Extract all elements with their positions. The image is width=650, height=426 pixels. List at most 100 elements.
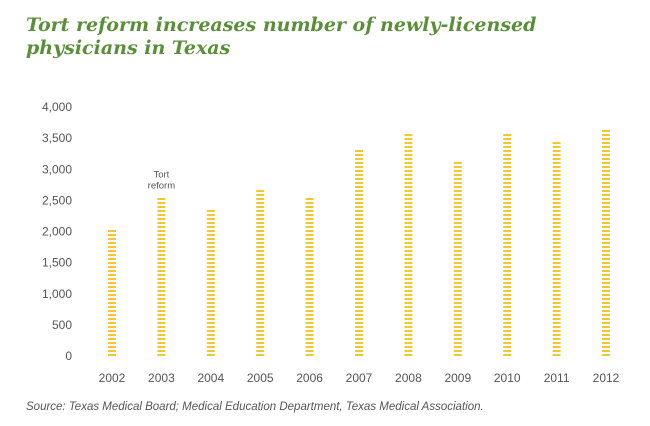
bar-segment	[503, 246, 512, 248]
bar-segment	[552, 310, 561, 312]
bar-segment	[602, 334, 610, 336]
bar-segment	[404, 326, 413, 328]
bar-segment	[355, 230, 363, 232]
bar-segment	[503, 342, 512, 344]
bar-segment	[602, 170, 610, 172]
bar-segment	[552, 270, 561, 272]
bar-segment	[256, 266, 265, 268]
bar-segment	[503, 146, 512, 148]
bar-segment	[305, 226, 314, 228]
bar-segment	[355, 302, 363, 304]
bar-segment	[206, 338, 215, 340]
bar-segment	[602, 338, 610, 340]
bar-segment	[157, 338, 166, 340]
bar-segment	[602, 274, 610, 276]
bar-segment	[157, 334, 166, 336]
bar-segment	[453, 218, 462, 220]
bar-segment	[256, 314, 265, 316]
bar-segment	[206, 266, 215, 268]
bar-segment	[404, 206, 413, 208]
bar-segment	[256, 234, 265, 236]
y-tick-label: 0	[65, 349, 72, 363]
bar-segment	[206, 330, 215, 332]
bar-segment	[602, 354, 610, 356]
bar-segment	[355, 246, 363, 248]
bar-segment	[256, 210, 265, 212]
bar-segment	[305, 246, 314, 248]
bar-segment	[602, 330, 610, 332]
bar-segment	[256, 198, 265, 200]
bar-segment	[256, 302, 265, 304]
bar-segment	[157, 330, 166, 332]
bar-segment	[404, 330, 413, 332]
bar-segment	[503, 230, 512, 232]
bar-segment	[552, 354, 561, 356]
bar-segment	[404, 338, 413, 340]
bar-segment	[355, 294, 363, 296]
bar-segment	[355, 158, 363, 160]
bar-segment	[602, 262, 610, 264]
bar-segment	[305, 198, 314, 200]
bar-segment	[206, 274, 215, 276]
bar-segment	[602, 134, 610, 136]
bar-segment	[552, 210, 561, 212]
bar-segment	[305, 222, 314, 224]
bar-segment	[157, 282, 166, 284]
bar-segment	[305, 306, 314, 308]
bar-segment	[108, 330, 116, 332]
bar-segment	[206, 326, 215, 328]
bar-segment	[404, 210, 413, 212]
bar-segment	[108, 306, 116, 308]
bar-segment	[602, 154, 610, 156]
bar-segment	[552, 174, 561, 176]
bar-segment	[552, 258, 561, 260]
bar-segment	[256, 258, 265, 260]
bar-segment	[453, 242, 462, 244]
bar-segment	[305, 286, 314, 288]
bar-segment	[552, 198, 561, 200]
bar-segment	[453, 342, 462, 344]
bar-segment	[453, 306, 462, 308]
bar-segment	[404, 294, 413, 296]
bar-segment	[404, 258, 413, 260]
bar-segment	[503, 326, 512, 328]
bar-segment	[503, 266, 512, 268]
bar-segment	[552, 330, 561, 332]
bar-segment	[602, 198, 610, 200]
bar-segment	[256, 326, 265, 328]
bar-segment	[256, 318, 265, 320]
bar-segment	[355, 178, 363, 180]
bar-segment	[305, 270, 314, 272]
bar-segment	[206, 322, 215, 324]
bar-segment	[503, 322, 512, 324]
bar-segment	[157, 238, 166, 240]
bar-segment	[108, 258, 116, 260]
bar-segment	[206, 278, 215, 280]
bar-segment	[355, 282, 363, 284]
bar-segment	[355, 174, 363, 176]
bar-segment	[503, 338, 512, 340]
bar-segment	[503, 178, 512, 180]
bar-segment	[404, 134, 413, 136]
bar-segment	[503, 242, 512, 244]
bar-segment	[157, 250, 166, 252]
bar-segment	[305, 274, 314, 276]
bar-segment	[552, 206, 561, 208]
bar-segment	[503, 142, 512, 144]
bar-segment	[503, 254, 512, 256]
bar-segment	[503, 138, 512, 140]
bar-2009	[453, 162, 462, 356]
bar-segment	[157, 346, 166, 348]
bar-segment	[256, 262, 265, 264]
bar-segment	[552, 342, 561, 344]
bar-segment	[355, 162, 363, 164]
bar-segment	[602, 322, 610, 324]
bar-segment	[404, 250, 413, 252]
bar-segment	[108, 246, 116, 248]
bar-segment	[355, 314, 363, 316]
bar-segment	[404, 230, 413, 232]
bar-segment	[404, 278, 413, 280]
x-tick-label: 2002	[99, 371, 126, 385]
bar-segment	[206, 214, 215, 216]
bar-segment	[404, 290, 413, 292]
